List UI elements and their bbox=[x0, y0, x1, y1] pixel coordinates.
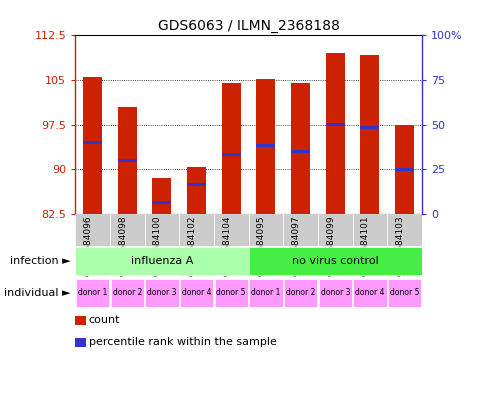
Text: GSM1684097: GSM1684097 bbox=[291, 216, 300, 276]
Bar bbox=[221, 153, 240, 156]
Text: GSM1684104: GSM1684104 bbox=[222, 216, 231, 276]
Bar bbox=[152, 200, 171, 204]
Bar bbox=[221, 83, 240, 214]
Text: donor 2: donor 2 bbox=[285, 288, 315, 297]
Bar bbox=[360, 55, 378, 214]
Text: infection ►: infection ► bbox=[10, 256, 70, 266]
Text: no virus control: no virus control bbox=[291, 256, 378, 266]
Text: GSM1684096: GSM1684096 bbox=[83, 216, 92, 276]
Bar bbox=[145, 279, 178, 307]
Text: donor 3: donor 3 bbox=[147, 288, 176, 297]
Bar bbox=[394, 168, 413, 171]
Text: donor 3: donor 3 bbox=[320, 288, 349, 297]
Bar bbox=[325, 53, 344, 214]
Bar bbox=[387, 279, 421, 307]
Text: individual ►: individual ► bbox=[4, 288, 70, 298]
Bar bbox=[109, 214, 144, 246]
Text: GSM1684103: GSM1684103 bbox=[395, 216, 404, 276]
Bar bbox=[352, 214, 386, 246]
Bar bbox=[187, 167, 206, 214]
Bar bbox=[83, 141, 102, 144]
Text: donor 2: donor 2 bbox=[112, 288, 142, 297]
Bar bbox=[83, 77, 102, 214]
Text: count: count bbox=[89, 315, 120, 325]
Text: influenza A: influenza A bbox=[130, 256, 193, 266]
Bar bbox=[325, 123, 344, 127]
Bar bbox=[76, 279, 109, 307]
Bar bbox=[394, 125, 413, 214]
Bar bbox=[360, 126, 378, 129]
Bar bbox=[214, 279, 247, 307]
Bar bbox=[318, 214, 352, 246]
Bar bbox=[290, 83, 309, 214]
Text: donor 5: donor 5 bbox=[216, 288, 245, 297]
Bar bbox=[152, 178, 171, 214]
Bar bbox=[213, 214, 248, 246]
Text: donor 1: donor 1 bbox=[251, 288, 280, 297]
Bar bbox=[249, 279, 282, 307]
Text: donor 4: donor 4 bbox=[182, 288, 211, 297]
Bar bbox=[75, 214, 109, 246]
Bar bbox=[290, 150, 309, 153]
Bar bbox=[283, 214, 318, 246]
Bar bbox=[386, 214, 421, 246]
Bar bbox=[248, 247, 421, 275]
Bar bbox=[179, 214, 213, 246]
Text: donor 1: donor 1 bbox=[77, 288, 107, 297]
Title: GDS6063 / ILMN_2368188: GDS6063 / ILMN_2368188 bbox=[157, 19, 339, 33]
Text: donor 4: donor 4 bbox=[354, 288, 384, 297]
Bar bbox=[256, 144, 275, 147]
Text: GSM1684099: GSM1684099 bbox=[326, 216, 334, 276]
Bar bbox=[144, 214, 179, 246]
Text: donor 5: donor 5 bbox=[389, 288, 419, 297]
Bar bbox=[256, 79, 275, 214]
Text: GSM1684100: GSM1684100 bbox=[152, 216, 162, 276]
Text: GSM1684102: GSM1684102 bbox=[187, 216, 196, 276]
Bar bbox=[352, 279, 386, 307]
Text: GSM1684095: GSM1684095 bbox=[257, 216, 265, 276]
Bar bbox=[283, 279, 317, 307]
Bar bbox=[75, 247, 248, 275]
Bar bbox=[180, 279, 213, 307]
Text: GSM1684101: GSM1684101 bbox=[360, 216, 369, 276]
Text: GSM1684098: GSM1684098 bbox=[118, 216, 127, 276]
Bar bbox=[318, 279, 351, 307]
Bar bbox=[118, 107, 136, 214]
Bar bbox=[118, 159, 136, 162]
Bar bbox=[248, 214, 283, 246]
Bar bbox=[110, 279, 144, 307]
Bar bbox=[187, 183, 206, 186]
Text: percentile rank within the sample: percentile rank within the sample bbox=[89, 337, 276, 347]
